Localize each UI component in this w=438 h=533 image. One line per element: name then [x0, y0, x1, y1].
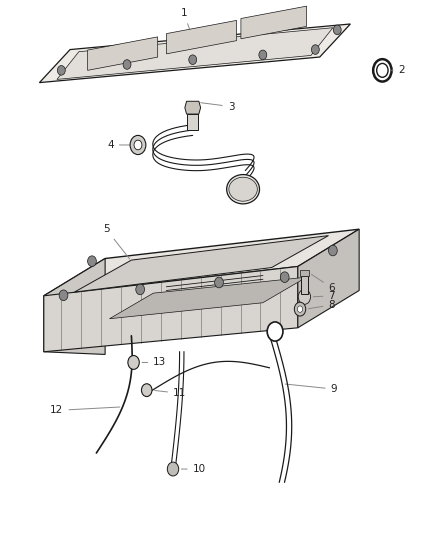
- Circle shape: [294, 302, 306, 316]
- Text: 3: 3: [201, 102, 234, 111]
- Circle shape: [130, 135, 146, 155]
- Polygon shape: [88, 37, 158, 70]
- FancyBboxPatch shape: [300, 270, 309, 276]
- Polygon shape: [44, 259, 105, 354]
- Circle shape: [311, 45, 319, 54]
- Circle shape: [328, 245, 337, 256]
- Circle shape: [298, 289, 311, 304]
- Circle shape: [333, 25, 341, 35]
- Ellipse shape: [227, 174, 259, 204]
- Text: 5: 5: [103, 224, 130, 259]
- Polygon shape: [74, 236, 328, 292]
- Polygon shape: [298, 229, 359, 328]
- Polygon shape: [166, 20, 237, 54]
- Circle shape: [59, 290, 68, 301]
- Text: 12: 12: [50, 406, 120, 415]
- Polygon shape: [44, 229, 359, 296]
- Circle shape: [259, 50, 267, 60]
- Text: 10: 10: [181, 464, 206, 474]
- Polygon shape: [241, 6, 307, 39]
- Text: 6: 6: [311, 274, 335, 293]
- Polygon shape: [44, 266, 298, 352]
- Polygon shape: [110, 277, 307, 319]
- Text: 1: 1: [180, 9, 196, 48]
- Circle shape: [267, 322, 283, 341]
- FancyBboxPatch shape: [187, 114, 198, 130]
- Circle shape: [136, 284, 145, 295]
- Text: 13: 13: [142, 358, 166, 367]
- Circle shape: [167, 462, 179, 476]
- Circle shape: [297, 306, 303, 312]
- Circle shape: [141, 384, 152, 397]
- Circle shape: [134, 140, 142, 150]
- Text: 7: 7: [313, 291, 335, 301]
- Circle shape: [189, 55, 197, 64]
- Polygon shape: [57, 28, 333, 79]
- Circle shape: [128, 356, 139, 369]
- Text: 2: 2: [392, 66, 405, 75]
- Text: 9: 9: [285, 384, 337, 394]
- Ellipse shape: [229, 177, 258, 201]
- Text: 11: 11: [155, 389, 186, 398]
- Polygon shape: [39, 24, 350, 83]
- Circle shape: [123, 60, 131, 69]
- Circle shape: [88, 256, 96, 266]
- Circle shape: [377, 63, 388, 77]
- FancyBboxPatch shape: [301, 276, 308, 294]
- Polygon shape: [185, 101, 201, 114]
- Circle shape: [57, 66, 65, 75]
- Circle shape: [280, 272, 289, 282]
- Text: 4: 4: [107, 140, 143, 150]
- Circle shape: [373, 59, 392, 82]
- Circle shape: [215, 277, 223, 288]
- Text: 8: 8: [308, 300, 335, 310]
